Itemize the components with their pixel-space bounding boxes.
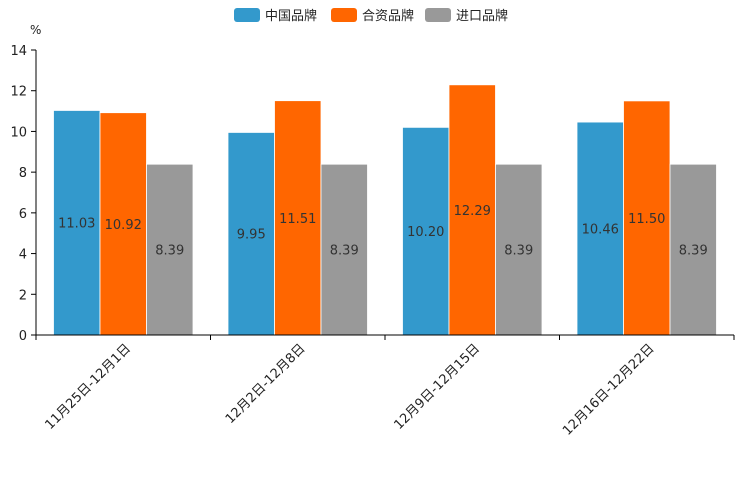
bar-3-3 (495, 163, 543, 336)
data-label: 8.39 (679, 244, 708, 259)
data-label: 11.03 (58, 217, 95, 232)
legend-swatch (425, 8, 451, 22)
x-category-label: 11月25日-12月1日 (42, 341, 134, 433)
data-label: 9.95 (237, 228, 266, 243)
y-tick-label: 2 (19, 288, 27, 303)
x-category-label: 12月9日-12月15日 (391, 341, 483, 433)
legend-swatch (234, 8, 260, 22)
data-label: 11.51 (279, 212, 316, 227)
y-axis: 0 2 4 6 8 10 12 14 (10, 44, 37, 344)
legend-label: 中国品牌 (265, 8, 317, 24)
bars (53, 84, 717, 336)
y-tick-label: 4 (19, 248, 27, 263)
y-tick-label: 8 (19, 166, 27, 181)
y-tick-label: 6 (19, 207, 27, 222)
y-tick-label: 14 (10, 44, 27, 59)
y-tick-label: 0 (19, 329, 27, 344)
y-axis-unit-label: % (30, 23, 41, 37)
bar-3-4 (669, 163, 717, 336)
data-label: 8.39 (504, 244, 533, 259)
data-label: 10.92 (105, 218, 142, 233)
y-tick-label: 12 (10, 85, 27, 100)
x-axis: 11月25日-12月1日 12月2日-12月8日 12月9日-12月15日 12月16… (35, 334, 735, 439)
data-labels: 11.03 9.95 10.20 10.46 10.92 11.51 12.29 11.50 8… (58, 204, 708, 259)
bar-2-4 (623, 100, 671, 336)
bar-2-3 (448, 84, 496, 336)
legend-label: 进口品牌 (456, 8, 508, 24)
legend-label: 合资品牌 (362, 8, 414, 24)
data-label: 12.29 (454, 204, 491, 219)
y-tick-label: 10 (10, 125, 27, 140)
bar-3-1 (146, 163, 194, 336)
bar-2-2 (274, 100, 322, 336)
data-label: 11.50 (628, 212, 665, 227)
x-category-label: 12月2日-12月8日 (223, 341, 309, 427)
legend: 中国品牌 合资品牌 进口品牌 (234, 8, 508, 24)
data-label: 10.20 (407, 225, 444, 240)
data-label: 10.46 (582, 223, 619, 238)
legend-swatch (331, 8, 357, 22)
data-label: 8.39 (330, 244, 359, 259)
x-category-label: 12月16日-12月22日 (560, 341, 657, 438)
bar-3-2 (320, 163, 368, 336)
data-label: 8.39 (155, 244, 184, 259)
